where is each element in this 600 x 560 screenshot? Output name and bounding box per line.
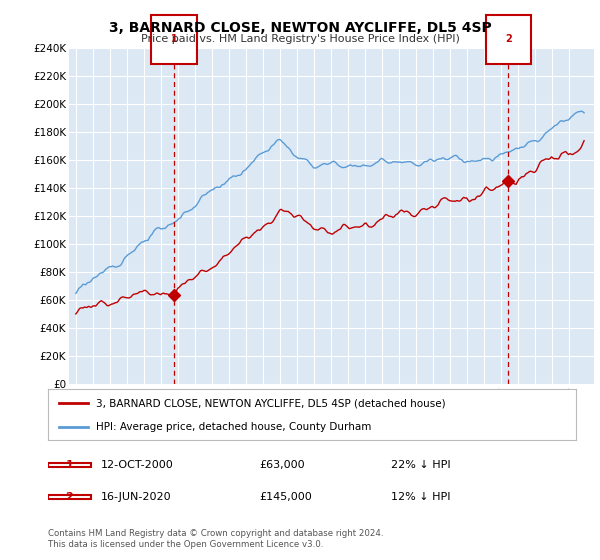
- Text: 12-OCT-2000: 12-OCT-2000: [101, 460, 173, 470]
- Text: 1: 1: [171, 34, 178, 44]
- Text: 2: 2: [505, 34, 512, 44]
- Text: Contains HM Land Registry data © Crown copyright and database right 2024.
This d: Contains HM Land Registry data © Crown c…: [48, 529, 383, 549]
- Text: £63,000: £63,000: [259, 460, 305, 470]
- Text: 16-JUN-2020: 16-JUN-2020: [101, 492, 172, 502]
- Text: 12% ↓ HPI: 12% ↓ HPI: [391, 492, 451, 502]
- Text: 1: 1: [65, 460, 73, 470]
- Text: HPI: Average price, detached house, County Durham: HPI: Average price, detached house, Coun…: [95, 422, 371, 432]
- FancyBboxPatch shape: [48, 463, 91, 467]
- FancyBboxPatch shape: [48, 495, 91, 499]
- Text: 3, BARNARD CLOSE, NEWTON AYCLIFFE, DL5 4SP (detached house): 3, BARNARD CLOSE, NEWTON AYCLIFFE, DL5 4…: [95, 398, 445, 408]
- Text: 3, BARNARD CLOSE, NEWTON AYCLIFFE, DL5 4SP: 3, BARNARD CLOSE, NEWTON AYCLIFFE, DL5 4…: [109, 21, 491, 35]
- Text: Price paid vs. HM Land Registry's House Price Index (HPI): Price paid vs. HM Land Registry's House …: [140, 34, 460, 44]
- Text: £145,000: £145,000: [259, 492, 312, 502]
- Text: 2: 2: [65, 492, 73, 502]
- Text: 22% ↓ HPI: 22% ↓ HPI: [391, 460, 451, 470]
